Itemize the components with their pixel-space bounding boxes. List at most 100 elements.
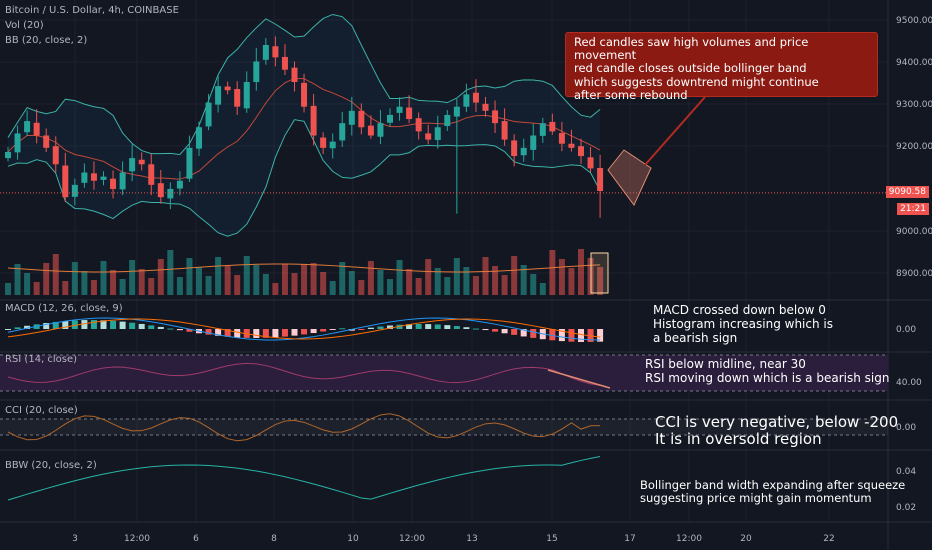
- macd-histogram-bar: [272, 329, 279, 338]
- volume-bar: [549, 250, 556, 295]
- volume-bar: [597, 267, 604, 295]
- candle-body: [253, 61, 260, 83]
- macd-histogram-bar: [329, 329, 336, 330]
- callout-note[interactable]: Red candles saw high volumes and price m…: [565, 32, 878, 101]
- macd-histogram-bar: [482, 329, 489, 331]
- macd-histogram-bar: [511, 329, 518, 335]
- macd-histogram-bar: [558, 329, 565, 342]
- candle-body: [520, 147, 527, 156]
- macd-histogram-bar: [5, 329, 11, 330]
- vol-legend[interactable]: Vol (20): [5, 20, 44, 31]
- volume-bar: [434, 268, 441, 295]
- candle-body: [24, 121, 31, 133]
- volume-bar: [5, 283, 11, 295]
- volume-highlight-box: [590, 252, 609, 294]
- candle-body: [291, 67, 298, 83]
- volume-bar: [539, 283, 546, 295]
- time-tick-label: 22: [823, 534, 834, 544]
- volume-bar: [472, 276, 479, 295]
- volume-bar: [176, 277, 183, 295]
- volume-bar: [329, 281, 336, 295]
- volume-bar: [33, 282, 40, 295]
- macd-line: [7, 317, 601, 341]
- bb-legend[interactable]: BB (20, close, 2): [5, 35, 88, 46]
- candle-body: [33, 122, 40, 136]
- time-tick-label: 6: [193, 534, 199, 544]
- volume-bar: [24, 273, 31, 295]
- volume-bar: [301, 264, 308, 295]
- candle-body: [501, 121, 508, 140]
- symbol-title[interactable]: Bitcoin / U.S. Dollar, 4h, COINBASE: [5, 5, 179, 16]
- candle-body: [329, 141, 336, 149]
- rsi-note[interactable]: RSI below midline, near 30 RSI moving do…: [645, 357, 890, 385]
- macd-histogram-bar: [520, 329, 527, 337]
- candle-body: [119, 172, 126, 190]
- candle-body: [511, 140, 518, 157]
- candle-body: [415, 118, 422, 132]
- candle-body: [81, 172, 88, 183]
- candle-body: [262, 45, 269, 60]
- rsi-line: [7, 362, 601, 386]
- macd-signal-line: [7, 318, 601, 340]
- candle-body: [100, 176, 107, 180]
- macd-histogram-bar: [406, 324, 413, 329]
- macd-histogram-bar: [310, 329, 317, 334]
- macd-histogram-bar: [234, 329, 241, 338]
- candle-body: [157, 183, 164, 198]
- macd-histogram-bar: [530, 329, 537, 338]
- macd-histogram-bar: [453, 326, 460, 329]
- candle-body: [129, 158, 136, 172]
- macd-histogram-bar: [186, 329, 193, 332]
- macd-histogram-bar: [148, 325, 155, 329]
- bbw-line: [7, 456, 601, 501]
- volume-bar: [62, 281, 69, 295]
- time-tick-label: 20: [740, 534, 752, 544]
- macd-histogram-bar: [24, 325, 31, 329]
- bbw-note[interactable]: Bollinger band width expanding after squ…: [640, 478, 906, 506]
- macd-legend[interactable]: MACD (12, 26, close, 9): [5, 303, 123, 314]
- candle-body: [377, 123, 384, 137]
- macd-histogram-bar: [463, 327, 470, 329]
- volume-bar: [320, 272, 327, 295]
- volume-bar: [492, 266, 499, 295]
- bbw-legend[interactable]: BBW (20, close, 2): [5, 460, 97, 471]
- candle-body: [272, 46, 279, 58]
- candle-body: [110, 178, 117, 189]
- highlight-box: [607, 149, 652, 206]
- candle-body: [348, 110, 355, 125]
- candle-body: [587, 157, 594, 169]
- macd-histogram-bar: [358, 329, 365, 330]
- volume-bars: [5, 249, 604, 295]
- volume-bar: [186, 258, 193, 295]
- volume-bar: [425, 259, 432, 295]
- macd-histogram-bar: [62, 321, 69, 329]
- candle-body: [224, 86, 231, 91]
- volume-bar: [530, 274, 537, 295]
- volume-bar: [52, 254, 59, 295]
- volume-bar: [71, 262, 78, 295]
- cci-note[interactable]: CCI is very negative, below -200 It is i…: [655, 413, 899, 449]
- volume-bar: [81, 271, 88, 295]
- volume-bar: [224, 266, 231, 295]
- volume-bar: [148, 278, 155, 295]
- macd-note[interactable]: MACD crossed down below 0 Histogram incr…: [653, 303, 833, 345]
- time-axis[interactable]: 3 12:00 6 8 10 12:00 13 15 17 12:00 20 22: [72, 534, 835, 544]
- rsi-legend[interactable]: RSI (14, close): [5, 354, 78, 365]
- candle-body: [186, 147, 193, 179]
- macd-histogram-bar: [301, 329, 308, 335]
- candle-body: [205, 102, 212, 127]
- macd-histogram-bar: [138, 323, 145, 329]
- volume-bar: [511, 256, 518, 295]
- cci-legend[interactable]: CCI (20, close): [5, 405, 78, 416]
- candle-body: [472, 92, 479, 103]
- macd-histogram-bar: [549, 329, 556, 341]
- candle-body: [301, 82, 308, 107]
- macd-histogram-bar: [377, 326, 384, 329]
- macd-tick-label: 0.00: [896, 325, 916, 335]
- macd-histogram-bar: [396, 324, 403, 329]
- volume-bar: [453, 258, 460, 295]
- price-axis[interactable]: 9500.00 9400.00 9300.00 9200.00 9000.00 8900.…: [896, 16, 932, 513]
- time-tick-label: 12:00: [124, 534, 150, 544]
- bbw-tick-label: 0.04: [896, 467, 916, 477]
- candle-body: [396, 106, 403, 113]
